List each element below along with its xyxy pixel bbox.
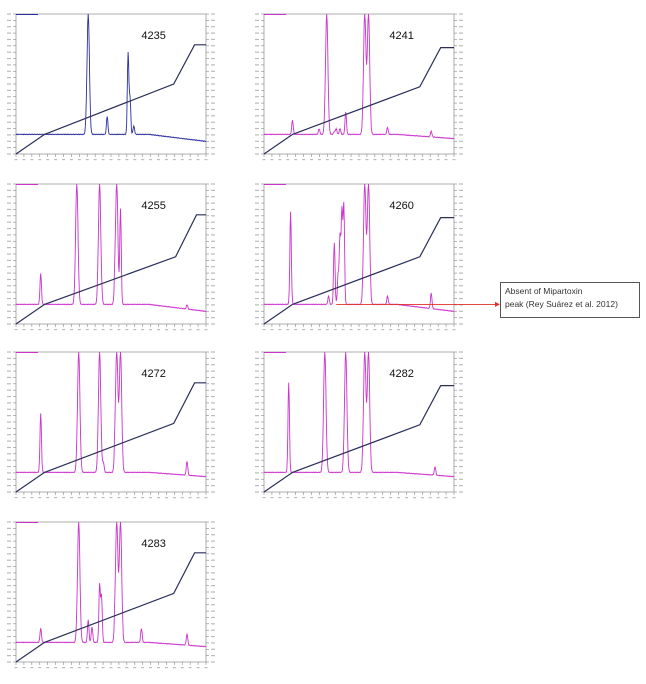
chromatogram-4235: 4235 xyxy=(4,6,216,166)
chromatogram-plot xyxy=(7,13,215,161)
gradient-line xyxy=(15,44,206,155)
sample-id-label: 4255 xyxy=(141,200,166,212)
chromatogram-trace xyxy=(263,351,455,478)
gradient-line xyxy=(263,216,454,325)
chromatogram-4260: 4260 xyxy=(252,176,500,336)
gradient-line xyxy=(15,382,206,493)
sample-id-label: 4235 xyxy=(141,30,166,42)
chromatogram-4283: 4283 xyxy=(4,514,216,674)
annotation-box: Absent of Mipartoxin peak (Rey Suárez et… xyxy=(500,282,640,318)
chromatogram-trace xyxy=(15,521,207,648)
chromatogram-plot xyxy=(255,351,463,499)
chromatogram-plot xyxy=(255,13,463,161)
gradient-line xyxy=(15,552,206,663)
chromatogram-trace xyxy=(15,351,207,478)
annotation-line-2: peak (Rey Suárez et al. 2012) xyxy=(505,299,618,309)
gradient-line xyxy=(15,214,206,325)
sample-id-label: 4260 xyxy=(389,200,414,212)
chromatogram-plot xyxy=(7,351,215,499)
chromatogram-plot xyxy=(255,183,500,331)
chromatogram-trace xyxy=(15,13,207,143)
chromatogram-trace xyxy=(15,183,207,313)
chromatogram-trace xyxy=(263,13,455,140)
sample-id-label: 4282 xyxy=(389,368,414,380)
chromatogram-4282: 4282 xyxy=(252,344,464,504)
chromatogram-4272: 4272 xyxy=(4,344,216,504)
chromatogram-plot xyxy=(7,521,215,669)
gradient-line xyxy=(263,46,454,155)
sample-id-label: 4241 xyxy=(389,30,414,42)
annotation-line-1: Absent of Mipartoxin xyxy=(505,286,583,296)
chromatogram-4241: 4241 xyxy=(252,6,464,166)
sample-id-label: 4283 xyxy=(141,538,166,550)
gradient-line xyxy=(263,384,454,493)
chromatogram-4255: 4255 xyxy=(4,176,216,336)
sample-id-label: 4272 xyxy=(141,368,166,380)
chromatogram-plot xyxy=(7,183,215,331)
